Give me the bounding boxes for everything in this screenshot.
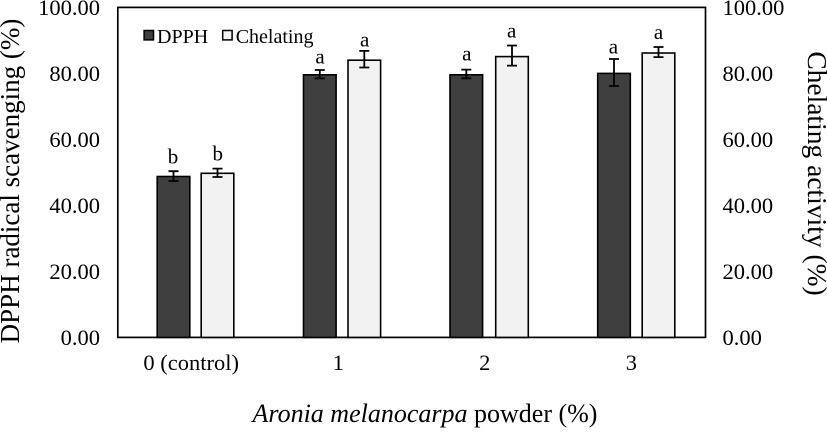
svg-text:Chelating activity (%): Chelating activity (%) — [802, 51, 827, 295]
svg-text:a: a — [462, 42, 472, 66]
svg-text:a: a — [315, 45, 325, 69]
svg-text:DPPH: DPPH — [157, 26, 208, 48]
svg-text:0.00: 0.00 — [61, 325, 100, 350]
svg-text:80.00: 80.00 — [49, 61, 100, 86]
svg-text:3: 3 — [626, 350, 637, 375]
svg-text:20.00: 20.00 — [723, 259, 774, 284]
svg-text:60.00: 60.00 — [49, 127, 100, 152]
svg-text:a: a — [360, 28, 370, 52]
svg-text:2: 2 — [479, 350, 490, 375]
svg-text:100.00: 100.00 — [723, 0, 785, 20]
svg-text:a: a — [654, 20, 664, 44]
svg-text:40.00: 40.00 — [49, 193, 100, 218]
svg-text:60.00: 60.00 — [723, 127, 774, 152]
svg-text:b: b — [168, 144, 179, 168]
svg-text:20.00: 20.00 — [49, 259, 100, 284]
svg-text:a: a — [609, 34, 619, 58]
svg-text:DPPH radical scavenging (%): DPPH radical scavenging (%) — [0, 19, 25, 344]
svg-text:0.00: 0.00 — [723, 325, 762, 350]
svg-text:80.00: 80.00 — [723, 61, 774, 86]
svg-text:0 (control): 0 (control) — [143, 350, 239, 375]
svg-text:Aronia melanocarpa powder (%): Aronia melanocarpa powder (%) — [251, 399, 598, 428]
svg-text:Chelating: Chelating — [236, 26, 314, 48]
svg-text:1: 1 — [333, 350, 344, 375]
svg-text:100.00: 100.00 — [38, 0, 100, 20]
svg-text:40.00: 40.00 — [723, 193, 774, 218]
svg-text:b: b — [212, 142, 223, 166]
svg-text:a: a — [507, 19, 517, 43]
